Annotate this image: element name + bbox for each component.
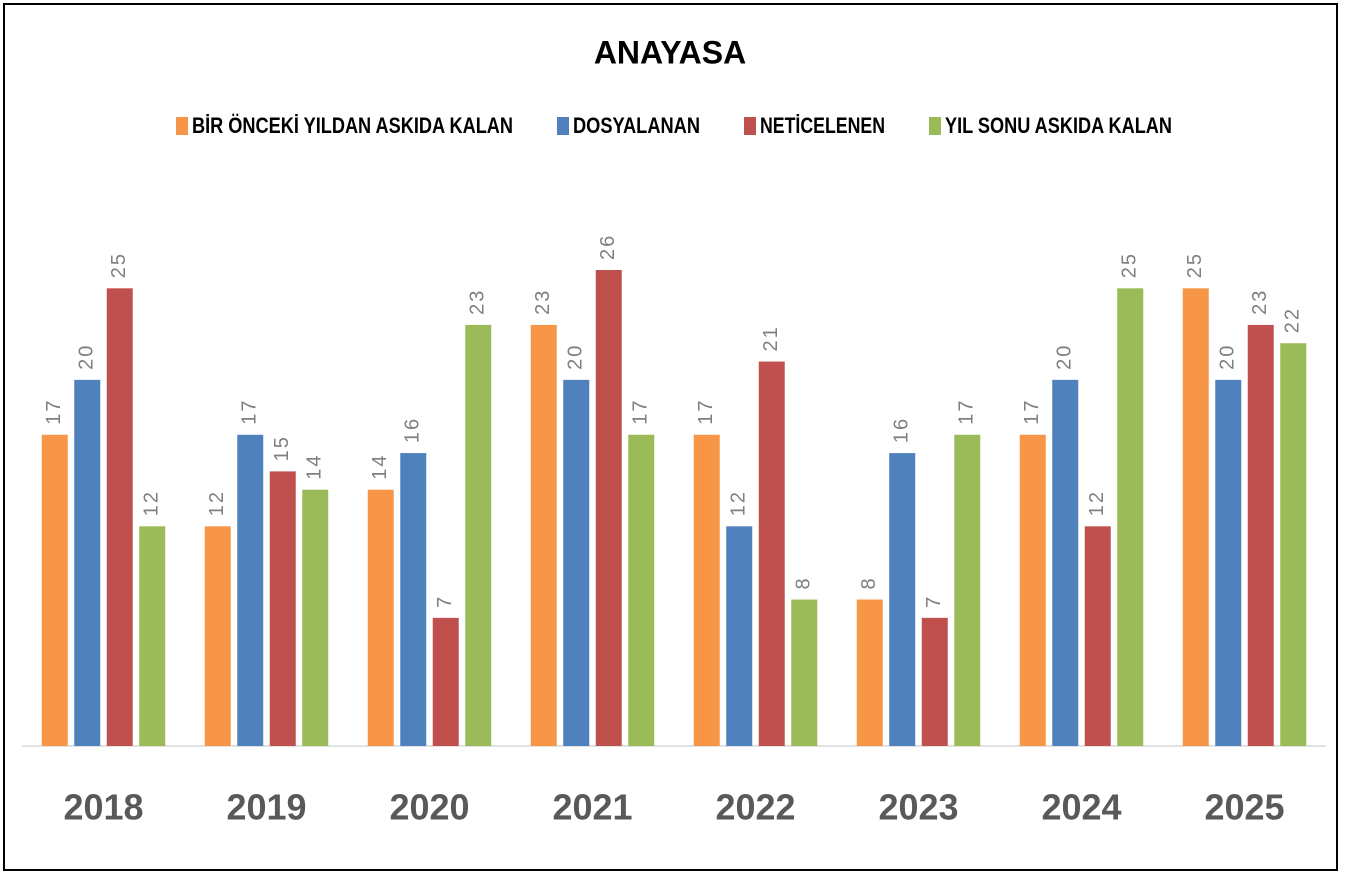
bar (563, 379, 590, 746)
bar (758, 361, 785, 746)
data-label: 22 (1282, 307, 1304, 333)
data-label: 14 (369, 453, 391, 479)
data-label: 17 (239, 399, 261, 425)
x-tick-label: 2021 (552, 787, 632, 828)
bar (106, 288, 133, 746)
chart-title: ANAYASA (594, 34, 746, 70)
bar (1247, 324, 1274, 746)
bar (269, 471, 296, 746)
bar (41, 434, 68, 746)
legend-label: YIL SONU ASKIDA KALAN (945, 113, 1172, 138)
bar (74, 379, 101, 746)
legend-label: BİR ÖNCEKİ YILDAN ASKIDA KALAN (192, 113, 513, 138)
data-label: 7 (923, 595, 945, 608)
data-label: 17 (1021, 399, 1043, 425)
bar (465, 324, 492, 746)
data-label: 20 (1054, 344, 1076, 370)
data-label: 17 (695, 399, 717, 425)
bar (693, 434, 720, 746)
legend-swatch (929, 117, 941, 135)
x-tick-label: 2022 (715, 787, 795, 828)
data-label: 12 (728, 490, 750, 516)
legend-label: NETİCELENEN (760, 113, 885, 138)
bar (530, 324, 557, 746)
legend-swatch (176, 117, 188, 135)
data-label: 20 (1217, 344, 1239, 370)
bar (954, 434, 981, 746)
data-label: 20 (565, 344, 587, 370)
data-label: 15 (271, 435, 293, 461)
data-label: 14 (304, 453, 326, 479)
bar (139, 526, 166, 746)
data-label: 16 (891, 417, 913, 443)
bar (726, 526, 753, 746)
bar (889, 453, 916, 746)
x-tick-label: 2025 (1204, 787, 1284, 828)
data-label: 23 (467, 289, 489, 315)
data-label: 23 (532, 289, 554, 315)
bar (1215, 379, 1242, 746)
bar (1117, 288, 1144, 746)
data-label: 12 (1086, 490, 1108, 516)
bar (595, 270, 622, 746)
data-label: 20 (76, 344, 98, 370)
data-label: 26 (597, 234, 619, 260)
data-label: 7 (434, 595, 456, 608)
data-label: 16 (402, 417, 424, 443)
x-tick-label: 2019 (226, 787, 306, 828)
data-label: 23 (1249, 289, 1271, 315)
data-label: 17 (630, 399, 652, 425)
data-label: 17 (43, 399, 65, 425)
data-label: 8 (793, 576, 815, 589)
x-tick-label: 2023 (878, 787, 958, 828)
data-label: 25 (1184, 252, 1206, 278)
data-label: 17 (956, 399, 978, 425)
bar (1182, 288, 1209, 746)
data-label: 8 (858, 576, 880, 589)
legend-label: DOSYALANAN (573, 113, 700, 138)
bar (856, 599, 883, 746)
bar (921, 617, 948, 746)
bar (1052, 379, 1079, 746)
bar (628, 434, 655, 746)
bar (237, 434, 264, 746)
bar (1019, 434, 1046, 746)
bar (432, 617, 459, 746)
bar (302, 489, 329, 746)
data-label: 12 (141, 490, 163, 516)
bar (367, 489, 394, 746)
bar (1280, 343, 1307, 746)
bar (1084, 526, 1111, 746)
data-label: 25 (1119, 252, 1141, 278)
bar (204, 526, 231, 746)
data-label: 25 (108, 252, 130, 278)
bar (791, 599, 818, 746)
legend-swatch (557, 117, 569, 135)
bar (400, 453, 427, 746)
x-tick-label: 2020 (389, 787, 469, 828)
data-label: 12 (206, 490, 228, 516)
x-tick-label: 2024 (1041, 787, 1121, 828)
legend-swatch (744, 117, 756, 135)
x-tick-label: 2018 (63, 787, 143, 828)
data-label: 21 (760, 325, 782, 351)
